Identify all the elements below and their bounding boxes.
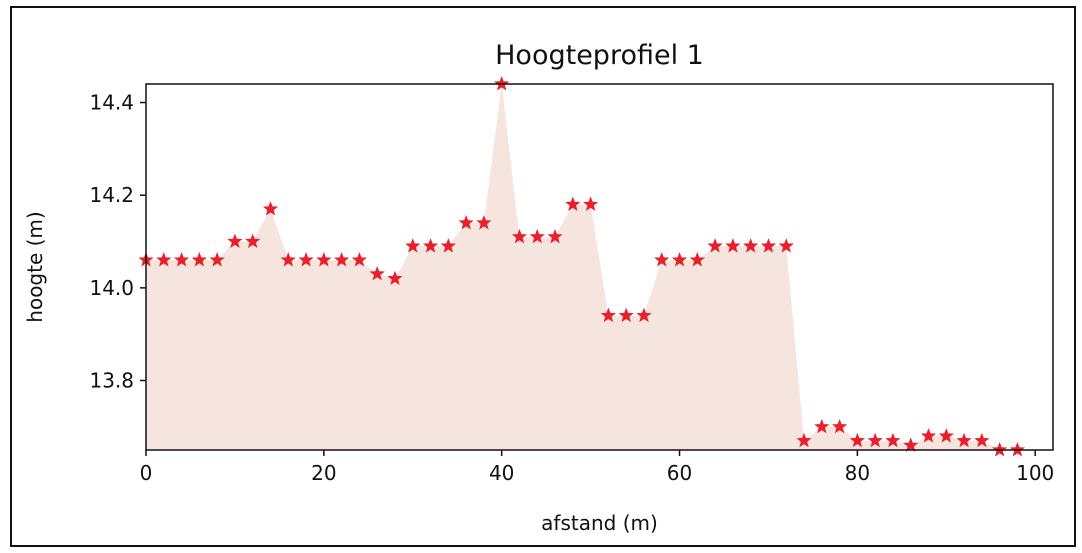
data-point-star [458,214,474,230]
data-point-star [565,196,581,211]
data-point-star [156,252,172,267]
data-point-star [654,252,670,267]
chart-title: Hoogteprofiel 1 [495,40,704,71]
x-tick-label: 60 [667,461,692,485]
y-tick-label: 14.2 [89,183,134,207]
data-point-star [689,252,705,267]
data-point-star [636,307,652,323]
data-point-star [511,228,528,244]
data-point-star [920,428,937,443]
data-point-star [351,252,368,267]
data-point-star [743,238,759,253]
y-axis-label: hoogte (m) [23,211,47,322]
tick-layer: 0 20 40 60 80 100 13.8 14.0 14.2 14.4 [89,91,1054,485]
data-point-star [760,238,777,253]
data-point-star [600,307,616,323]
data-point-star [796,432,812,448]
x-tick-label: 100 [1016,461,1054,485]
x-axis-label: afstand (m) [541,511,658,535]
data-point-star [1009,442,1026,457]
data-point-star [227,233,243,248]
data-point-star [992,442,1008,457]
y-tick-label: 14.0 [89,276,134,300]
data-point-star [440,238,456,253]
data-point-star [387,270,403,286]
data-point-star [245,233,261,248]
data-point-star [422,238,439,253]
data-point-star [778,238,794,253]
y-tick-label: 14.4 [89,91,134,115]
area-layer [146,84,1018,450]
x-tick-label: 40 [489,461,514,485]
marker-layer [138,76,1026,457]
data-point-star [707,238,723,253]
elevation-area [146,84,1018,450]
data-point-star [903,437,919,452]
x-tick-label: 80 [845,461,870,485]
data-point-star [476,214,492,230]
data-point-star [938,428,954,443]
x-tick-label: 0 [140,461,153,485]
data-point-star [262,201,279,216]
data-point-star [671,252,688,267]
data-point-star [956,432,972,448]
data-point-star [814,418,830,434]
data-point-star [547,228,563,244]
data-point-star [885,432,901,448]
data-point-star [209,252,225,267]
data-point-star [334,252,350,267]
data-point-star [369,265,385,281]
data-point-star [849,432,865,448]
data-point-star [867,432,883,448]
data-point-star [529,228,545,244]
y-tick-label: 13.8 [89,369,134,393]
plot-frame [145,83,1054,451]
data-point-star [831,418,848,434]
data-point-star [725,238,741,253]
data-point-star [173,252,190,267]
data-point-star [280,252,296,267]
data-point-star [298,252,314,267]
data-point-star [974,432,990,448]
data-point-star [316,252,332,267]
data-point-star [191,252,207,267]
data-point-star [618,307,634,323]
x-tick-label: 20 [311,461,336,485]
data-point-star [583,196,599,211]
data-point-star [405,238,421,253]
data-point-star [494,76,510,91]
